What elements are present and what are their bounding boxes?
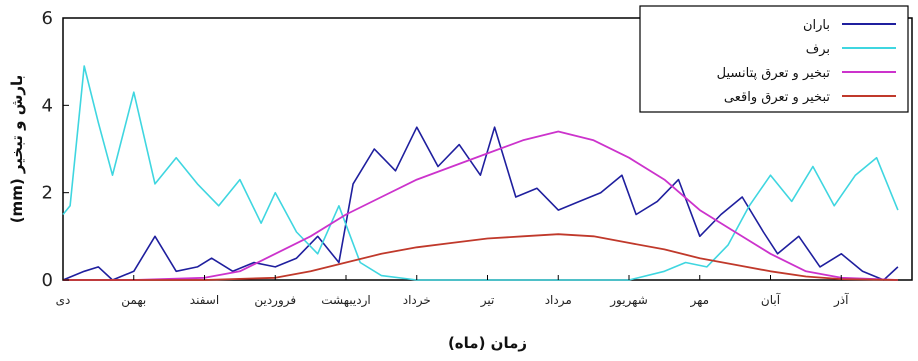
x-tick-label-month: بهمن: [121, 293, 146, 308]
x-tick-label-month: اسفند: [190, 293, 219, 307]
x-axis-label: زمان (ماه): [448, 334, 527, 352]
x-tick-label-month: شهریور: [609, 293, 648, 308]
x-tick-label-month: فروردین: [254, 293, 296, 308]
x-tick-label-month: مهر: [689, 293, 709, 308]
y-axis-label: بارش و تبخیر (mm): [8, 75, 26, 224]
legend-label-3: تبخیر و تعرق واقعی: [724, 90, 830, 105]
series-line-2: [63, 130, 898, 281]
y-tick-label: 2: [42, 183, 53, 204]
x-axis-ticks: دی بهمن اسفند فروردین اردیبهشت خرداد تیر مرداد ش…: [56, 275, 849, 308]
y-axis-ticks: 0 2 4 6: [42, 8, 69, 291]
y-tick-label: 0: [42, 270, 53, 291]
series-line-3: [63, 233, 898, 281]
legend-label-0: باران: [803, 18, 830, 33]
x-tick-label-month: آذر: [833, 292, 849, 308]
x-tick-label-month: اردیبهشت: [321, 293, 370, 308]
x-tick-label-month: دی: [56, 293, 71, 307]
x-tick-label-month: مرداد: [545, 293, 572, 308]
x-tick-label-month: آبان: [761, 292, 781, 307]
y-tick-label: 4: [42, 95, 53, 116]
series-line-0: [62, 126, 899, 281]
series-layer: [62, 65, 899, 281]
x-tick-label-month: تیر: [480, 293, 495, 308]
y-tick-label: 6: [42, 8, 53, 29]
legend-label-1: برف: [806, 42, 830, 57]
legend: باران برف تبخیر و تعرق پتانسیل تبخیر و تعرق…: [639, 5, 909, 113]
legend-label-2: تبخیر و تعرق پتانسیل: [717, 66, 831, 81]
x-tick-label-month: خرداد: [403, 293, 431, 308]
